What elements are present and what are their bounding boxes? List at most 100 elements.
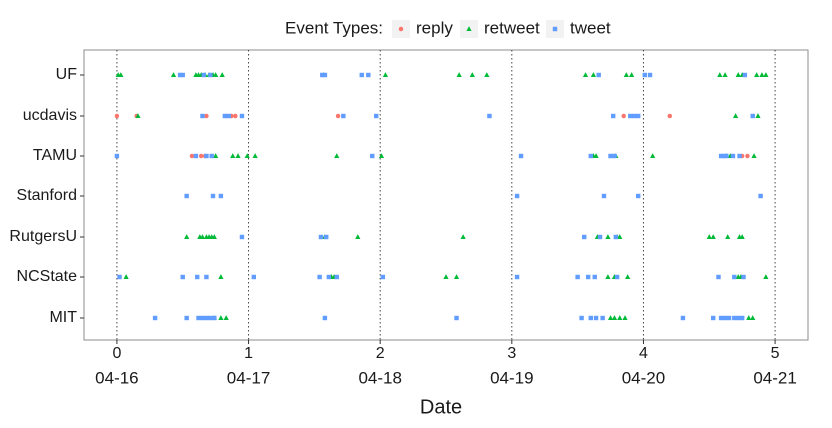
point bbox=[628, 113, 633, 119]
x-tick-label: 1 bbox=[244, 345, 253, 362]
point bbox=[635, 113, 641, 119]
point bbox=[454, 315, 459, 321]
x-tick-label: 4 bbox=[639, 345, 648, 362]
point bbox=[324, 234, 329, 240]
point bbox=[235, 153, 241, 158]
point bbox=[359, 72, 364, 78]
point bbox=[123, 274, 129, 279]
y-tick-label: MIT bbox=[49, 309, 77, 326]
point bbox=[211, 234, 217, 239]
point bbox=[334, 153, 340, 158]
point bbox=[601, 193, 607, 199]
point bbox=[456, 72, 462, 77]
point bbox=[732, 315, 737, 321]
point bbox=[184, 315, 189, 321]
point bbox=[204, 274, 209, 280]
legend-label: tweet bbox=[570, 18, 611, 37]
x-tick-label: 5 bbox=[771, 345, 780, 362]
point bbox=[667, 113, 672, 119]
point bbox=[212, 315, 217, 321]
point bbox=[710, 234, 716, 239]
point bbox=[755, 113, 761, 118]
point bbox=[717, 72, 723, 77]
point bbox=[718, 315, 724, 321]
point bbox=[726, 315, 732, 321]
point bbox=[233, 113, 238, 119]
point bbox=[213, 153, 219, 158]
x-date-label: 04-21 bbox=[753, 368, 796, 387]
x-axis-title: Date bbox=[420, 396, 462, 418]
point bbox=[244, 153, 250, 158]
point bbox=[746, 315, 752, 320]
point bbox=[588, 315, 594, 321]
point bbox=[239, 113, 245, 119]
point bbox=[335, 113, 341, 119]
point bbox=[382, 72, 389, 77]
point bbox=[366, 72, 371, 78]
point bbox=[326, 274, 332, 280]
point bbox=[118, 72, 124, 77]
point bbox=[355, 234, 361, 239]
point bbox=[196, 315, 201, 321]
point bbox=[200, 315, 205, 321]
point bbox=[460, 234, 466, 239]
point bbox=[610, 113, 616, 119]
point bbox=[199, 234, 206, 239]
y-tick-label: Stanford bbox=[17, 187, 77, 204]
point bbox=[210, 193, 216, 199]
legend-symbol bbox=[398, 26, 404, 32]
x-tick-label: 3 bbox=[507, 345, 516, 362]
point bbox=[200, 113, 205, 119]
point bbox=[219, 72, 225, 77]
point bbox=[469, 72, 475, 77]
point bbox=[114, 153, 120, 159]
point bbox=[751, 153, 757, 158]
point bbox=[632, 113, 637, 119]
point bbox=[596, 72, 601, 78]
point bbox=[733, 113, 739, 118]
point bbox=[484, 72, 490, 77]
y-tick-label: ucdavis bbox=[23, 107, 77, 124]
point bbox=[763, 72, 769, 77]
point bbox=[222, 113, 228, 119]
point bbox=[152, 315, 158, 321]
point bbox=[201, 72, 206, 78]
point bbox=[193, 153, 199, 159]
y-tick-label: UF bbox=[56, 66, 78, 83]
point bbox=[612, 153, 617, 159]
point bbox=[223, 315, 229, 320]
point bbox=[741, 274, 746, 280]
point bbox=[724, 153, 729, 159]
point bbox=[320, 72, 325, 78]
point bbox=[114, 113, 120, 119]
point bbox=[722, 315, 728, 321]
point bbox=[763, 274, 769, 279]
y-tick-label: TAMU bbox=[33, 147, 77, 164]
point bbox=[737, 153, 742, 159]
point bbox=[208, 72, 213, 78]
point bbox=[230, 153, 236, 158]
point bbox=[204, 315, 209, 321]
y-tick-label: NCState bbox=[17, 268, 78, 285]
point bbox=[453, 274, 460, 279]
point bbox=[370, 153, 375, 159]
point bbox=[180, 72, 185, 78]
point bbox=[378, 153, 385, 158]
point bbox=[754, 72, 760, 77]
point bbox=[380, 274, 386, 280]
point bbox=[607, 315, 614, 320]
point bbox=[716, 274, 721, 280]
point bbox=[218, 274, 224, 279]
point bbox=[605, 274, 611, 279]
point bbox=[623, 72, 629, 77]
point bbox=[184, 234, 190, 239]
x-date-label: 04-20 bbox=[622, 368, 665, 387]
point bbox=[177, 72, 183, 78]
point bbox=[613, 234, 619, 240]
point bbox=[617, 234, 623, 239]
x-date-label: 04-16 bbox=[95, 368, 138, 387]
point bbox=[592, 274, 597, 280]
point bbox=[711, 315, 716, 321]
point bbox=[642, 72, 647, 78]
point bbox=[317, 274, 322, 280]
